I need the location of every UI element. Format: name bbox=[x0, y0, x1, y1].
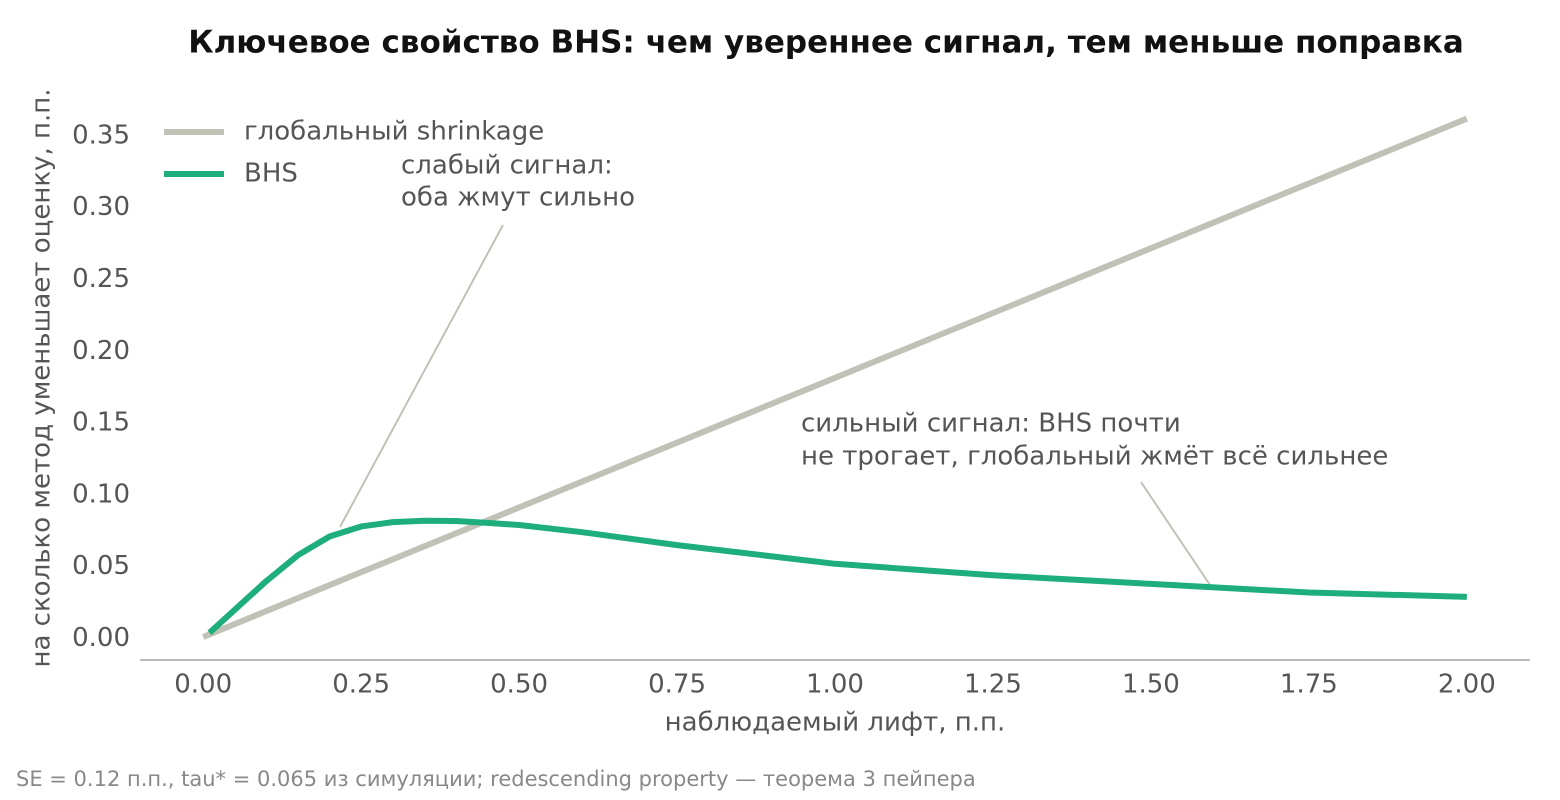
annotation-arrow bbox=[1140, 481, 1211, 586]
annotation: оба жмут сильно bbox=[401, 183, 635, 213]
x-tick-label: 1.50 bbox=[1122, 670, 1180, 700]
x-tick-label: 0.25 bbox=[332, 670, 390, 700]
y-tick-label: 0.30 bbox=[72, 192, 130, 222]
y-tick-label: 0.05 bbox=[72, 551, 130, 581]
x-tick-label: 1.75 bbox=[1280, 670, 1338, 700]
chart-title: Ключевое свойство BHS: чем увереннее сиг… bbox=[188, 25, 1464, 61]
annotation: сильный сигнал: BHS почти bbox=[801, 409, 1181, 439]
x-tick-label: 1.25 bbox=[964, 670, 1022, 700]
y-tick-label: 0.25 bbox=[72, 264, 130, 294]
legend-label: глобальный shrinkage bbox=[244, 117, 544, 147]
y-tick-label: 0.35 bbox=[72, 120, 130, 150]
series-line bbox=[202, 115, 1468, 640]
annotation: слабый сигнал: bbox=[401, 151, 613, 181]
x-tick-label: 1.00 bbox=[806, 670, 864, 700]
x-axis-label: наблюдаемый лифт, п.п. bbox=[665, 708, 1006, 738]
y-tick-label: 0.15 bbox=[72, 408, 130, 438]
annotation: не трогает, глобальный жмёт всё сильнее bbox=[801, 442, 1388, 472]
y-tick-label: 0.20 bbox=[72, 336, 130, 366]
annotation-arrow bbox=[339, 224, 504, 528]
x-tick-label: 0.50 bbox=[490, 670, 548, 700]
series-line bbox=[207, 517, 1467, 635]
legend-label: BHS bbox=[244, 159, 298, 189]
x-tick-label: 2.00 bbox=[1438, 670, 1496, 700]
y-tick-label: 0.00 bbox=[72, 623, 130, 653]
y-axis-label: на сколько метод уменьшает оценку, п.п. bbox=[27, 88, 57, 667]
x-tick-label: 0.75 bbox=[648, 670, 706, 700]
x-tick-label: 0.00 bbox=[174, 670, 232, 700]
y-tick-label: 0.10 bbox=[72, 479, 130, 509]
footnote: SE = 0.12 п.п., tau* = 0.065 из симуляци… bbox=[16, 767, 976, 791]
